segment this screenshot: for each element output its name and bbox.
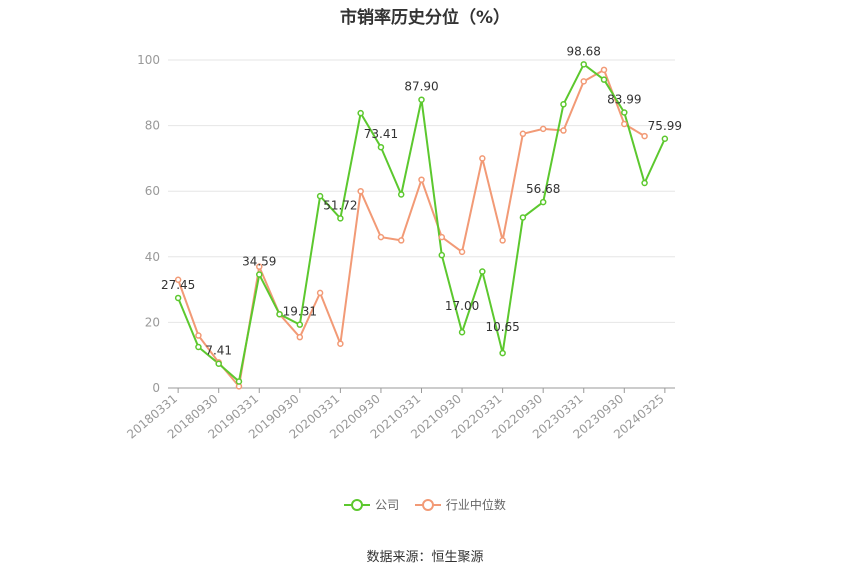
data-label: 27.45 <box>161 278 195 292</box>
data-point-company <box>377 143 385 151</box>
data-source: 数据来源：恒生聚源 <box>366 550 484 565</box>
data-point-company <box>499 349 506 357</box>
data-point-company <box>519 214 527 221</box>
data-point-company <box>560 101 567 108</box>
data-point-industry <box>316 289 324 297</box>
data-point-company <box>580 61 587 68</box>
data-point-industry <box>438 233 446 241</box>
data-point-company <box>479 268 486 275</box>
line-chart: 0 20 40 60 80 100 201803312018093020190331201… <box>124 44 682 442</box>
data-point-industry <box>256 263 263 270</box>
data-point-industry <box>174 276 182 284</box>
data-labels: 27.45 7.41 34.59 19.31 51.72 73.41 87.90 17.00 1… <box>161 44 682 357</box>
data-point-industry <box>377 233 385 241</box>
data-point-industry <box>458 248 466 256</box>
data-point-company <box>276 310 283 318</box>
data-label: 75.99 <box>648 119 682 133</box>
data-point-company <box>621 109 628 116</box>
data-label: 56.68 <box>526 182 560 196</box>
data-label: 10.65 <box>485 320 519 334</box>
data-label: 83.99 <box>607 93 641 107</box>
y-tick-label: 20 <box>145 315 160 329</box>
data-point-company <box>641 179 648 187</box>
legend-industry-swatch <box>414 498 441 511</box>
data-point-industry <box>418 176 425 183</box>
data-label: 87.90 <box>404 80 438 94</box>
data-point-company <box>600 76 608 83</box>
y-tick-label: 0 <box>152 381 160 395</box>
data-point-company <box>195 343 202 351</box>
data-point-industry <box>641 132 648 140</box>
data-point-company <box>256 271 263 278</box>
series-points <box>174 61 669 390</box>
data-point-company <box>316 192 324 200</box>
chart-title: 市销率历史分位（%） <box>339 8 511 28</box>
data-point-industry <box>337 340 344 347</box>
data-point-industry <box>580 78 587 85</box>
data-point-company <box>458 328 466 336</box>
legend-company-label: 公司 <box>375 498 400 512</box>
y-tick-label: 80 <box>145 119 160 133</box>
legend-company-swatch <box>344 498 371 511</box>
series-lines <box>177 63 666 388</box>
data-point-company <box>438 251 446 259</box>
data-point-company <box>418 96 425 103</box>
data-label: 51.72 <box>323 198 357 212</box>
data-label: 98.68 <box>567 44 601 58</box>
data-point-company <box>296 321 304 328</box>
data-label: 19.31 <box>283 305 317 319</box>
data-label: 17.00 <box>445 299 479 313</box>
data-point-industry <box>539 125 547 133</box>
data-point-industry <box>357 187 364 195</box>
data-point-industry <box>621 120 628 128</box>
legend-industry-label: 行业中位数 <box>445 498 506 512</box>
data-point-industry <box>560 127 567 134</box>
y-tick-label: 100 <box>137 53 160 67</box>
data-point-company <box>337 215 344 222</box>
legend-item-company[interactable]: 公司 <box>344 496 399 513</box>
data-label: 7.41 <box>205 344 232 358</box>
legend: 公司 行业中位数 <box>0 496 850 515</box>
data-point-company <box>357 109 364 117</box>
legend-item-industry[interactable]: 行业中位数 <box>414 496 506 513</box>
data-point-industry <box>499 237 506 244</box>
data-point-company <box>661 135 669 143</box>
data-point-company <box>235 378 243 385</box>
data-point-company <box>174 294 182 302</box>
data-point-company <box>397 191 405 198</box>
y-tick-label: 60 <box>145 184 160 198</box>
y-axis-ticks: 0 20 40 60 80 100 <box>137 53 160 395</box>
data-label: 73.41 <box>364 127 398 141</box>
grid-lines <box>168 59 675 323</box>
series-line-company <box>177 63 666 383</box>
data-point-industry <box>479 155 486 162</box>
data-point-industry <box>296 333 304 341</box>
data-point-industry <box>397 237 405 244</box>
data-point-company <box>539 198 547 206</box>
data-point-industry <box>519 130 527 138</box>
data-point-industry <box>600 66 608 74</box>
series-line-industry <box>177 68 646 388</box>
axes <box>168 387 675 393</box>
data-point-company <box>215 360 222 367</box>
x-axis-ticks: 2018033120180930201903312019093020200331… <box>124 392 667 442</box>
data-point-industry <box>195 332 202 339</box>
data-label: 34.59 <box>242 255 276 269</box>
y-tick-label: 40 <box>145 250 160 264</box>
